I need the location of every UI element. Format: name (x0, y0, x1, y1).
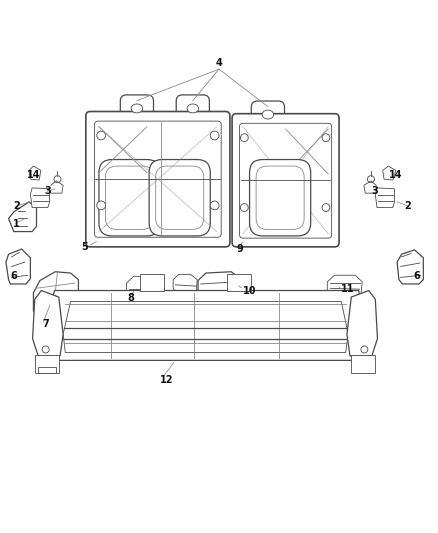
FancyBboxPatch shape (251, 101, 285, 128)
Text: 14: 14 (27, 170, 40, 180)
Circle shape (137, 294, 143, 300)
Bar (38, 367, 56, 373)
Bar (351, 355, 375, 373)
Polygon shape (33, 272, 78, 323)
Text: 5: 5 (81, 242, 88, 252)
Circle shape (97, 201, 106, 210)
Text: 9: 9 (237, 244, 243, 254)
Text: 1: 1 (13, 219, 20, 229)
FancyBboxPatch shape (176, 95, 209, 122)
FancyBboxPatch shape (86, 111, 230, 247)
FancyBboxPatch shape (149, 159, 210, 236)
Text: 7: 7 (42, 319, 49, 329)
Polygon shape (397, 250, 424, 284)
Polygon shape (43, 290, 367, 360)
Circle shape (97, 131, 106, 140)
Text: 12: 12 (160, 375, 173, 385)
FancyBboxPatch shape (99, 159, 160, 236)
Circle shape (42, 346, 49, 353)
FancyBboxPatch shape (106, 166, 153, 229)
FancyBboxPatch shape (95, 121, 221, 237)
Ellipse shape (187, 104, 198, 113)
Polygon shape (173, 274, 197, 296)
Polygon shape (29, 166, 41, 180)
FancyBboxPatch shape (256, 166, 304, 229)
Text: 6: 6 (413, 271, 420, 281)
FancyBboxPatch shape (120, 95, 153, 122)
Text: 8: 8 (127, 293, 134, 303)
Text: 3: 3 (44, 187, 51, 196)
Circle shape (367, 176, 374, 183)
Polygon shape (6, 249, 30, 284)
Ellipse shape (262, 110, 274, 119)
Polygon shape (32, 290, 63, 356)
Bar (140, 274, 163, 290)
FancyBboxPatch shape (155, 166, 204, 229)
Circle shape (210, 131, 219, 140)
Polygon shape (327, 275, 362, 301)
Circle shape (322, 204, 330, 212)
Circle shape (240, 134, 248, 142)
Text: 10: 10 (243, 286, 257, 295)
FancyBboxPatch shape (240, 123, 332, 238)
Text: 3: 3 (371, 187, 378, 196)
Circle shape (340, 294, 346, 300)
FancyBboxPatch shape (250, 159, 311, 236)
Circle shape (215, 296, 221, 302)
Text: 14: 14 (389, 170, 403, 180)
Circle shape (361, 346, 368, 353)
Circle shape (54, 176, 61, 183)
Circle shape (322, 134, 330, 142)
Polygon shape (375, 188, 395, 207)
Text: 11: 11 (341, 284, 355, 294)
Polygon shape (347, 290, 378, 356)
Polygon shape (63, 302, 348, 352)
Bar (227, 274, 251, 290)
Circle shape (240, 204, 248, 212)
Circle shape (210, 201, 219, 210)
Text: 2: 2 (404, 201, 411, 211)
Polygon shape (198, 272, 240, 302)
Bar (35, 355, 59, 373)
Polygon shape (127, 276, 153, 301)
Polygon shape (9, 202, 36, 231)
Polygon shape (30, 188, 49, 207)
Ellipse shape (131, 104, 143, 113)
Text: 2: 2 (13, 201, 20, 211)
Polygon shape (383, 166, 396, 180)
Text: 6: 6 (11, 271, 17, 281)
FancyBboxPatch shape (232, 114, 339, 247)
Text: 4: 4 (215, 59, 223, 68)
